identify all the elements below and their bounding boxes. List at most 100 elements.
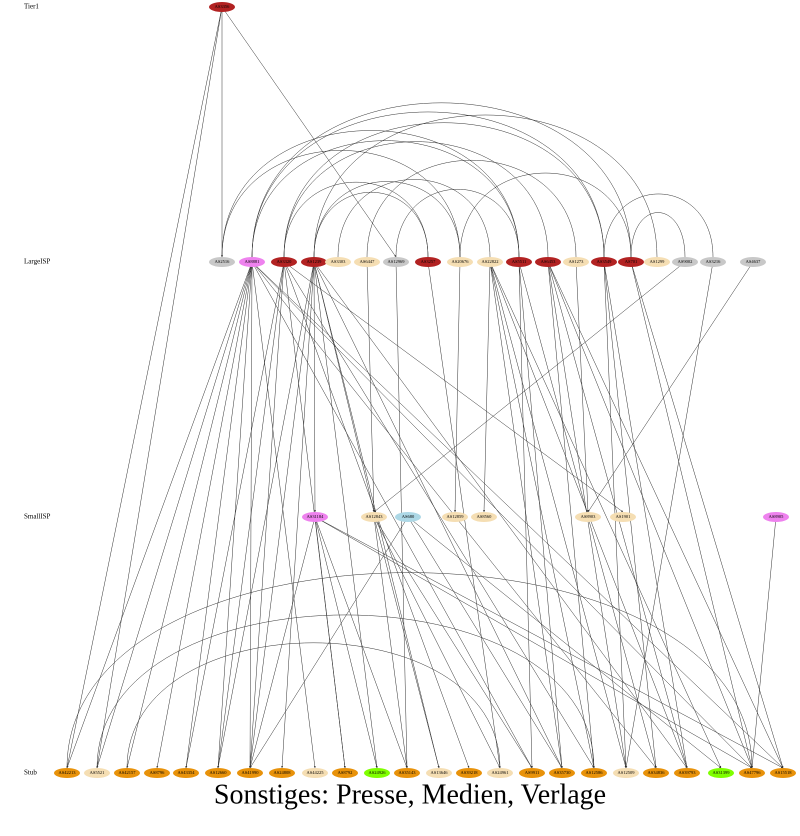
edge xyxy=(66,6,223,769)
edge xyxy=(518,261,533,769)
node xyxy=(271,257,297,267)
node-label: AS34836 xyxy=(647,770,665,775)
node-label: AS6447 xyxy=(360,259,376,264)
node xyxy=(302,768,328,778)
edge xyxy=(630,261,784,769)
edge xyxy=(489,261,563,769)
node-label: AS12969 xyxy=(387,259,405,264)
node xyxy=(763,512,789,522)
edge xyxy=(751,516,777,769)
edge xyxy=(249,516,316,769)
node xyxy=(506,257,532,267)
node-label: AS4637 xyxy=(746,259,762,264)
node-label: AS5521 xyxy=(90,770,105,775)
edge xyxy=(281,261,315,769)
nodes: Tier1 AS3356 LargeISP AS2516 AS8881 AS3320 AS1… xyxy=(24,2,796,778)
node xyxy=(301,257,327,267)
node-label: AS12660 xyxy=(209,770,227,775)
edge xyxy=(251,261,784,769)
node-label: AS1901 xyxy=(616,514,631,519)
node-label: AS42213 xyxy=(58,770,76,775)
edges xyxy=(66,6,784,769)
node xyxy=(354,257,380,267)
node-label: AS8796 xyxy=(150,770,166,775)
edge xyxy=(547,261,784,769)
edge xyxy=(185,261,285,769)
node-label: AS12843 xyxy=(365,514,383,519)
node-label: AS35730 xyxy=(553,770,571,775)
node xyxy=(84,768,110,778)
node-label: AS2516 xyxy=(215,259,231,264)
edge xyxy=(66,261,253,769)
edge xyxy=(603,193,714,258)
edge xyxy=(314,516,753,769)
edge xyxy=(249,261,315,769)
edge xyxy=(407,516,563,769)
row-label: SmallISP xyxy=(24,513,51,521)
edge xyxy=(156,261,253,769)
edge xyxy=(314,516,784,769)
edge xyxy=(454,261,461,513)
row-label: Stub xyxy=(24,769,37,777)
edge xyxy=(251,111,605,258)
edge xyxy=(314,516,346,769)
node-label: AS44225 xyxy=(306,770,324,775)
node-label: AS8792 xyxy=(338,770,353,775)
edge xyxy=(366,261,375,513)
edge xyxy=(251,261,533,769)
node-label: AS3216 xyxy=(706,259,722,264)
node xyxy=(114,768,140,778)
node xyxy=(395,512,421,522)
node-label: AS12509 xyxy=(617,770,635,775)
node xyxy=(618,257,644,267)
edge xyxy=(337,179,491,258)
node-label: AS3303 xyxy=(331,259,347,264)
node xyxy=(205,768,231,778)
edge xyxy=(489,261,627,769)
node-label: AS3549 xyxy=(597,259,613,264)
edge xyxy=(283,261,595,769)
node-label: AS39793 xyxy=(678,770,696,775)
edge xyxy=(249,261,285,769)
node xyxy=(325,257,351,267)
node xyxy=(581,768,607,778)
node xyxy=(456,768,482,778)
row-label: LargeISP xyxy=(24,258,50,266)
node-label: AS6453 xyxy=(541,259,557,264)
edge xyxy=(283,122,605,258)
edge xyxy=(313,114,658,258)
edge xyxy=(251,261,316,769)
node-label: AS31399 xyxy=(712,770,730,775)
node xyxy=(535,257,561,267)
node-label: AS9911 xyxy=(525,770,540,775)
node xyxy=(269,768,295,778)
node-label: AS15518 xyxy=(774,770,792,775)
node xyxy=(239,257,265,267)
node xyxy=(364,768,390,778)
node-label: AS43354 xyxy=(177,770,195,775)
node-label: AS31184 xyxy=(307,514,325,519)
edge xyxy=(489,261,595,769)
node-label: AS42157 xyxy=(118,770,136,775)
node xyxy=(643,768,669,778)
node xyxy=(672,257,698,267)
node xyxy=(415,257,441,267)
node-label: AS8560 xyxy=(477,514,493,519)
node-label: AS3356 xyxy=(215,4,231,9)
edge xyxy=(483,261,491,513)
edge xyxy=(313,192,429,258)
edge xyxy=(630,261,753,769)
edge xyxy=(313,261,375,513)
edge xyxy=(221,6,397,258)
row-label: Tier1 xyxy=(24,3,39,11)
edge xyxy=(373,261,686,513)
edge xyxy=(66,572,753,769)
edge xyxy=(313,261,316,513)
edge xyxy=(313,261,688,769)
edge xyxy=(373,516,533,769)
edge xyxy=(217,261,315,769)
node xyxy=(209,257,235,267)
node-label: AS8903 xyxy=(581,514,597,519)
edge xyxy=(314,516,408,769)
edge xyxy=(221,130,520,258)
